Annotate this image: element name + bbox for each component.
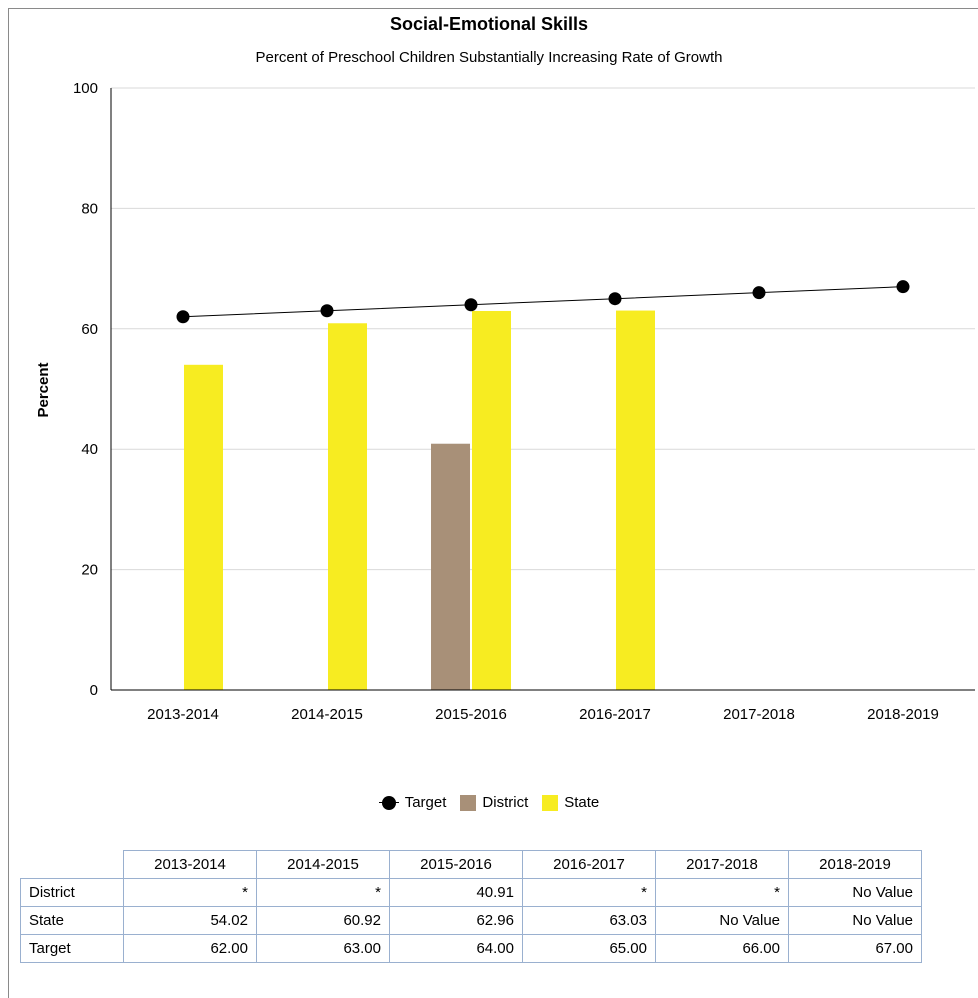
y-tick-label: 100 bbox=[73, 80, 98, 97]
table-cell: * bbox=[522, 878, 656, 907]
table-cell: 64.00 bbox=[389, 934, 523, 963]
table-cell: 62.00 bbox=[123, 934, 257, 963]
y-tick-labels: 0 20 40 60 80 100 bbox=[73, 80, 98, 699]
x-tick-labels: 2013-2014 2014-2015 2015-2016 2016-2017 2017… bbox=[147, 706, 939, 723]
chart-title: Social-Emotional Skills bbox=[389, 14, 589, 34]
target-point-2014-2015 bbox=[320, 304, 334, 318]
target-point-2015-2016 bbox=[464, 298, 478, 312]
chart-plot: 0 20 40 60 80 100 2013-2014 2014-2015 2015-2016… bbox=[35, 80, 975, 723]
table-header-row: 2013-2014 2014-2015 2015-2016 2016-2017 … bbox=[20, 850, 922, 879]
table-header: 2015-2016 bbox=[389, 850, 523, 879]
table-cell: 62.96 bbox=[389, 906, 523, 935]
legend-label-state: State bbox=[564, 794, 600, 811]
bars bbox=[184, 310, 655, 690]
legend-item-target[interactable]: Target bbox=[378, 794, 447, 811]
x-tick-label: 2013-2014 bbox=[147, 706, 219, 723]
table-header: 2013-2014 bbox=[123, 850, 257, 879]
chart-frame bbox=[8, 8, 978, 998]
target-point-2016-2017 bbox=[608, 292, 622, 306]
table-row-state: State 54.02 60.92 62.96 63.03 No Value N… bbox=[20, 906, 922, 935]
table-cell: No Value bbox=[788, 906, 922, 935]
table-cell: 66.00 bbox=[655, 934, 789, 963]
table-cell: No Value bbox=[655, 906, 789, 935]
table-cell: No Value bbox=[788, 878, 922, 907]
table-row-district: District * * 40.91 * * No Value bbox=[20, 878, 922, 907]
state-swatch-icon bbox=[542, 794, 559, 811]
bar-district-2015-2016 bbox=[431, 443, 470, 690]
y-tick-label: 20 bbox=[81, 562, 98, 579]
x-tick-label: 2018-2019 bbox=[867, 706, 939, 723]
legend-label-target: Target bbox=[404, 794, 447, 811]
bar-state-2013-2014 bbox=[184, 364, 223, 690]
table-header: 2017-2018 bbox=[655, 850, 789, 879]
x-tick-label: 2017-2018 bbox=[723, 706, 795, 723]
table-row-target: Target 62.00 63.00 64.00 65.00 66.00 67.… bbox=[20, 934, 922, 963]
legend-item-district[interactable]: District bbox=[460, 794, 528, 811]
legend-item-state[interactable]: State bbox=[542, 794, 599, 811]
data-table: 2013-2014 2014-2015 2015-2016 2016-2017 … bbox=[20, 850, 922, 963]
target-point-2018-2019 bbox=[896, 280, 910, 294]
table-corner bbox=[20, 850, 124, 879]
row-label: Target bbox=[20, 934, 124, 963]
table-cell: 63.00 bbox=[256, 934, 390, 963]
y-axis-label: Percent bbox=[35, 362, 52, 417]
gridlines bbox=[111, 87, 975, 571]
bar-state-2014-2015 bbox=[328, 323, 367, 690]
table-cell: * bbox=[256, 878, 390, 907]
y-tick-label: 60 bbox=[81, 321, 98, 338]
table-cell: 67.00 bbox=[788, 934, 922, 963]
target-point-2017-2018 bbox=[752, 286, 766, 300]
y-tick-label: 80 bbox=[81, 200, 98, 217]
target-marker-icon bbox=[378, 795, 399, 811]
row-label: District bbox=[20, 878, 124, 907]
legend-label-district: District bbox=[482, 794, 529, 811]
row-label: State bbox=[20, 906, 124, 935]
y-tick-label: 40 bbox=[81, 441, 98, 458]
x-tick-label: 2016-2017 bbox=[579, 706, 651, 723]
table-cell: * bbox=[655, 878, 789, 907]
table-cell: 40.91 bbox=[389, 878, 523, 907]
target-point-2013-2014 bbox=[176, 310, 190, 324]
table-cell: 63.03 bbox=[522, 906, 656, 935]
table-cell: * bbox=[123, 878, 257, 907]
table-header: 2016-2017 bbox=[522, 850, 656, 879]
y-tick-label: 0 bbox=[90, 682, 98, 699]
table-cell: 54.02 bbox=[123, 906, 257, 935]
x-tick-label: 2015-2016 bbox=[435, 706, 507, 723]
x-tick-label: 2014-2015 bbox=[291, 706, 363, 723]
table-cell: 60.92 bbox=[256, 906, 390, 935]
district-swatch-icon bbox=[460, 794, 477, 811]
table-cell: 65.00 bbox=[522, 934, 656, 963]
table-header: 2014-2015 bbox=[256, 850, 390, 879]
bar-state-2015-2016 bbox=[472, 310, 511, 690]
target-line bbox=[182, 286, 904, 318]
legend: Target District State bbox=[0, 794, 978, 811]
bar-state-2016-2017 bbox=[616, 310, 655, 690]
target-series bbox=[176, 280, 910, 324]
chart-subtitle: Percent of Preschool Children Substantia… bbox=[255, 49, 723, 66]
table-header: 2018-2019 bbox=[788, 850, 922, 879]
